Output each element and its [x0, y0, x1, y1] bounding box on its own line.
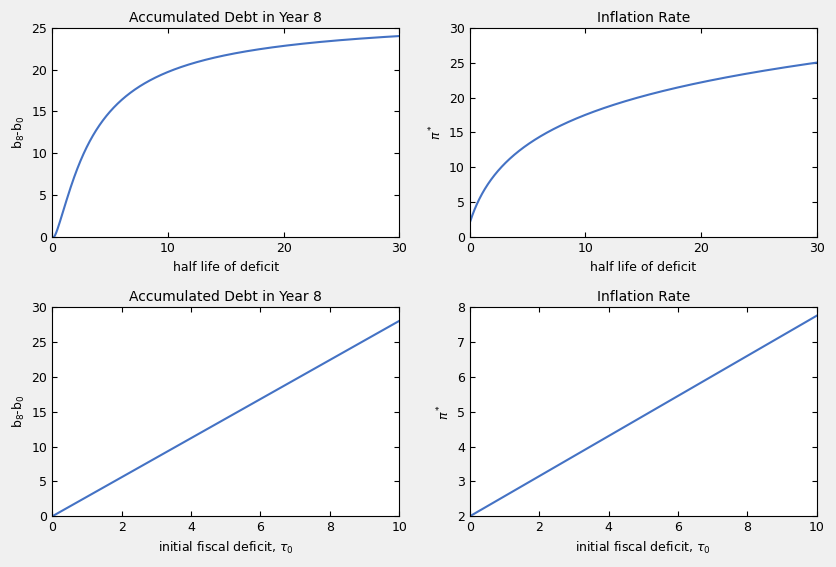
- X-axis label: initial fiscal deficit, $\tau_0$: initial fiscal deficit, $\tau_0$: [158, 540, 293, 556]
- Title: Accumulated Debt in Year 8: Accumulated Debt in Year 8: [130, 11, 322, 25]
- Y-axis label: $\pi^*$: $\pi^*$: [436, 404, 452, 420]
- X-axis label: initial fiscal deficit, $\tau_0$: initial fiscal deficit, $\tau_0$: [575, 540, 711, 556]
- X-axis label: half life of deficit: half life of deficit: [173, 261, 279, 274]
- X-axis label: half life of deficit: half life of deficit: [590, 261, 696, 274]
- Y-axis label: $\pi^*$: $\pi^*$: [428, 124, 445, 141]
- Y-axis label: b$_8$-b$_0$: b$_8$-b$_0$: [11, 395, 28, 429]
- Title: Accumulated Debt in Year 8: Accumulated Debt in Year 8: [130, 290, 322, 304]
- Title: Inflation Rate: Inflation Rate: [597, 290, 690, 304]
- Y-axis label: b$_8$-b$_0$: b$_8$-b$_0$: [11, 116, 28, 149]
- Title: Inflation Rate: Inflation Rate: [597, 11, 690, 25]
